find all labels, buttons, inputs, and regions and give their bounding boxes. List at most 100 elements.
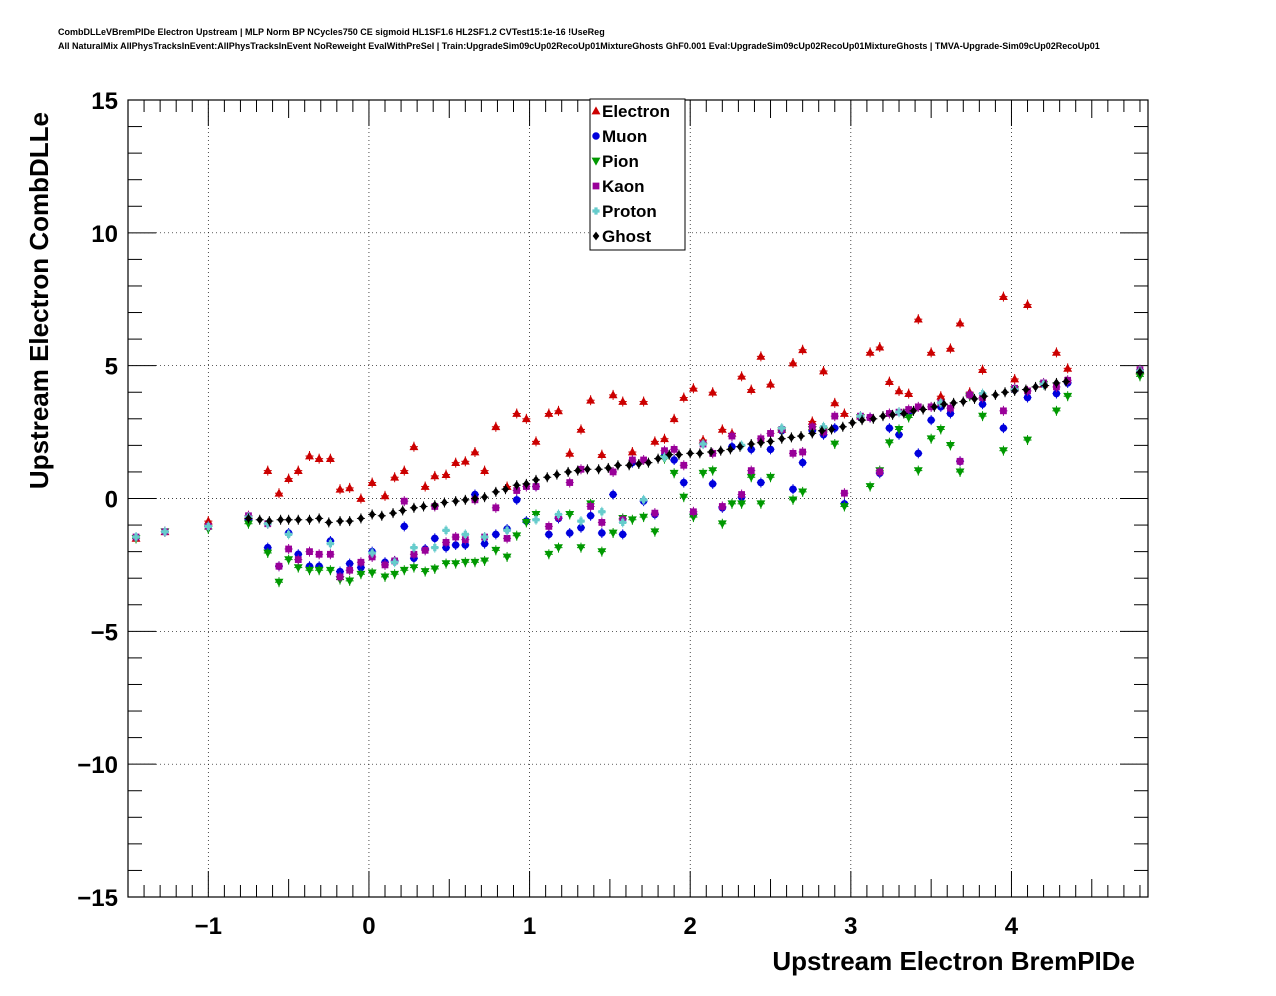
data-point — [895, 408, 903, 416]
data-point — [1063, 392, 1073, 401]
data-point — [747, 439, 755, 449]
data-point — [368, 510, 376, 519]
data-point — [345, 577, 355, 586]
data-point — [512, 496, 521, 504]
data-point — [889, 410, 896, 420]
data-point — [708, 467, 718, 476]
data-point — [378, 511, 386, 521]
data-point — [356, 570, 366, 579]
data-point — [275, 562, 283, 570]
data-point — [757, 438, 765, 448]
y-tick-label: −10 — [77, 752, 118, 779]
data-point — [798, 488, 808, 497]
data-point — [849, 418, 856, 428]
data-point — [904, 414, 914, 423]
data-point — [737, 500, 747, 509]
data-point — [409, 564, 419, 573]
data-point — [669, 469, 679, 478]
data-point — [523, 479, 530, 489]
data-point — [799, 448, 807, 456]
data-point — [451, 560, 461, 569]
data-point — [512, 532, 522, 541]
data-point — [919, 405, 927, 414]
data-point — [978, 365, 988, 374]
legend-marker — [591, 106, 601, 115]
data-point — [686, 448, 694, 458]
data-point — [1063, 363, 1073, 372]
data-point — [480, 533, 489, 541]
x-tick-label: 1 — [523, 913, 536, 940]
data-point — [597, 450, 607, 459]
data-point — [640, 496, 648, 504]
data-point — [670, 445, 678, 453]
y-tick-label: −15 — [77, 885, 118, 912]
data-point — [789, 449, 797, 457]
data-point — [690, 508, 697, 516]
data-point — [950, 398, 957, 408]
data-point — [565, 511, 575, 520]
data-point — [998, 291, 1008, 300]
data-point — [325, 454, 335, 463]
data-point — [945, 441, 955, 450]
data-point — [914, 449, 923, 458]
data-point — [595, 464, 602, 474]
data-point — [904, 388, 914, 397]
data-point — [306, 548, 313, 556]
data-point — [627, 447, 637, 456]
data-point — [737, 371, 747, 380]
data-point — [650, 528, 660, 537]
legend-entry-muon: Muon — [592, 127, 647, 146]
data-point — [699, 440, 707, 448]
data-point — [368, 549, 376, 557]
data-point — [336, 516, 344, 526]
data-point — [554, 406, 563, 415]
data-point — [747, 467, 755, 474]
data-point — [327, 550, 334, 558]
data-point — [639, 513, 649, 522]
x-tick-label: 0 — [362, 913, 375, 940]
data-point — [609, 468, 617, 476]
data-point — [955, 468, 965, 477]
data-point — [628, 456, 636, 464]
data-point — [707, 447, 715, 457]
data-point — [778, 424, 786, 432]
data-point — [430, 565, 440, 574]
data-point — [708, 387, 718, 396]
data-point — [531, 436, 541, 445]
data-point — [604, 463, 612, 473]
data-point — [391, 558, 399, 566]
data-point — [325, 517, 333, 527]
data-point — [651, 509, 659, 517]
legend: Electron Muon Pion Kaon Proton Ghost — [589, 98, 686, 251]
data-point — [640, 456, 648, 464]
data-point — [766, 379, 775, 388]
data-point — [679, 392, 689, 401]
data-point — [756, 500, 766, 509]
header-line-2: All NaturalMix AllPhysTracksInEvent:AllP… — [58, 41, 1100, 51]
data-point — [284, 556, 294, 565]
data-point — [431, 534, 439, 543]
data-point — [869, 414, 877, 424]
data-point — [545, 523, 553, 530]
data-point — [865, 483, 875, 492]
data-point — [336, 573, 344, 581]
y-tick-label: 0 — [105, 487, 118, 514]
data-point — [553, 470, 561, 480]
data-point — [274, 488, 284, 497]
data-point — [614, 460, 622, 470]
data-point — [839, 408, 849, 417]
data-point — [577, 517, 585, 525]
data-point — [1136, 367, 1144, 377]
data-point — [503, 534, 511, 542]
data-point — [788, 496, 798, 505]
legend-marker — [592, 182, 600, 190]
data-point — [992, 390, 999, 400]
data-point — [688, 383, 698, 392]
y-tick-label: 5 — [105, 354, 118, 381]
header-line-1: CombDLLeVBremPIDe Electron Upstream | ML… — [58, 27, 605, 37]
data-point — [831, 412, 839, 420]
data-point — [947, 404, 954, 412]
data-point — [420, 481, 430, 490]
data-point — [294, 556, 302, 563]
